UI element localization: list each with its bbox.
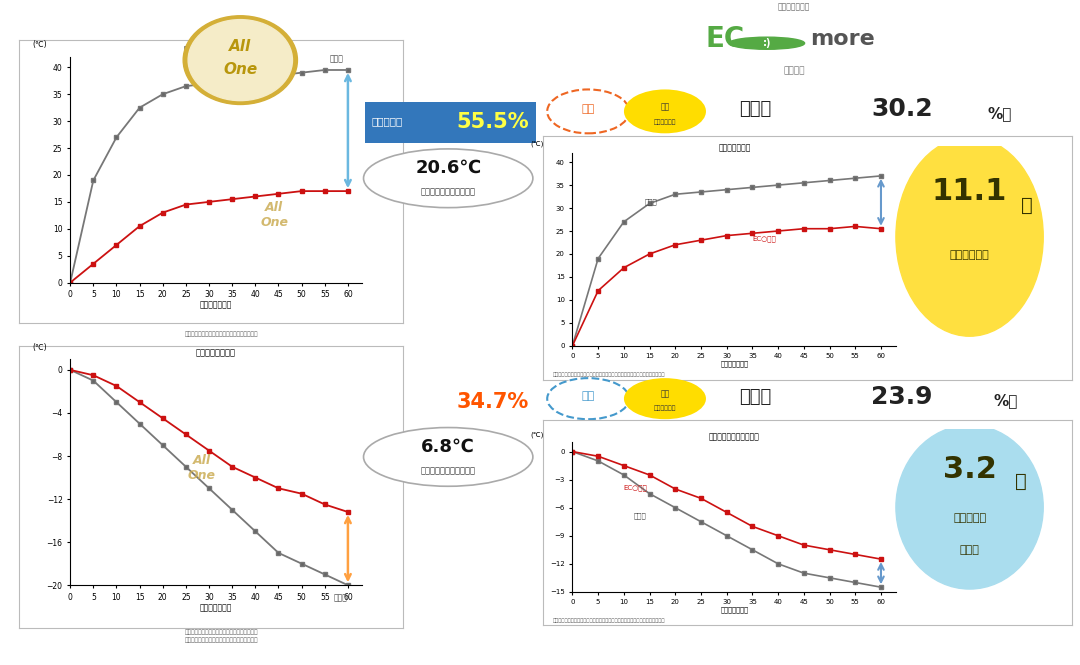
Text: (℃): (℃) — [32, 41, 46, 49]
Circle shape — [188, 20, 293, 100]
Text: 空試験: 空試験 — [329, 54, 343, 63]
X-axis label: 照射時間（分）: 照射時間（分） — [200, 301, 232, 310]
Text: EC○モア: EC○モア — [624, 484, 648, 491]
Text: 23.9: 23.9 — [872, 385, 933, 409]
Text: エコモア: エコモア — [783, 66, 805, 75]
Text: 6.8℃: 6.8℃ — [421, 438, 475, 456]
Text: 空試験: 空試験 — [645, 198, 657, 205]
Text: 生活応援レース: 生活応援レース — [778, 3, 810, 11]
Text: %で: %で — [994, 393, 1017, 408]
Ellipse shape — [364, 428, 532, 486]
Text: 温度低下を: 温度低下を — [953, 513, 986, 523]
Ellipse shape — [548, 378, 630, 419]
X-axis label: 冷却時間（分）: 冷却時間（分） — [720, 607, 748, 614]
Text: 保温効果率: 保温効果率 — [372, 395, 403, 405]
Text: 遥熱効果率: 遥熱効果率 — [372, 116, 403, 126]
Text: EC○モア: EC○モア — [753, 235, 777, 242]
Text: （一財）ニッセンケン品質評価センター　調べ: （一財）ニッセンケン品質評価センター 調べ — [185, 331, 258, 337]
Text: トップクラス: トップクラス — [653, 406, 676, 411]
Ellipse shape — [364, 149, 532, 207]
Text: 今店: 今店 — [660, 102, 670, 111]
Circle shape — [896, 425, 1043, 589]
Title: 保温性（冷気法）の比較: 保温性（冷気法）の比較 — [708, 432, 760, 442]
Text: （一財）ニッセンケン品質評価センター　調べ: （一財）ニッセンケン品質評価センター 調べ — [185, 637, 258, 643]
Text: 温度上昇を抑えました！: 温度上昇を抑えました！ — [421, 188, 475, 197]
Text: All: All — [229, 39, 252, 54]
Title: 温度上昇の比較: 温度上昇の比較 — [718, 143, 751, 152]
Text: 3.2: 3.2 — [943, 456, 997, 484]
Text: 30.2: 30.2 — [872, 97, 933, 122]
Text: 温度を抑える: 温度を抑える — [949, 250, 989, 260]
Text: 11.1: 11.1 — [932, 177, 1008, 206]
Text: 抑える: 抑える — [960, 545, 980, 555]
Text: 度: 度 — [1022, 196, 1034, 215]
Circle shape — [184, 16, 297, 104]
Text: 温度低下を抑えました！: 温度低下を抑えました！ — [421, 466, 475, 475]
Text: 空試験: 空試験 — [334, 594, 348, 602]
Text: 55.5%: 55.5% — [456, 112, 529, 132]
Text: 度: 度 — [1015, 471, 1026, 491]
Text: 冷却時間（分）　（財）日本繊維製品品質技術センター　福井試験センター調べ: 冷却時間（分） （財）日本繊維製品品質技術センター 福井試験センター調べ — [553, 618, 665, 623]
Text: 遥熱率: 遥熱率 — [739, 100, 771, 118]
X-axis label: 照射時間（分）: 照射時間（分） — [720, 361, 748, 368]
Text: (℃): (℃) — [32, 343, 46, 352]
Text: トップクラス: トップクラス — [653, 120, 676, 125]
Title: 保温性（冷気法）: 保温性（冷気法） — [195, 348, 237, 357]
FancyBboxPatch shape — [365, 102, 536, 143]
Text: (℃): (℃) — [530, 140, 543, 147]
Text: EC: EC — [706, 25, 745, 53]
X-axis label: 冷却時間（分）: 冷却時間（分） — [200, 603, 232, 612]
Ellipse shape — [548, 90, 630, 133]
Ellipse shape — [624, 90, 706, 133]
Text: One: One — [224, 63, 257, 77]
Text: 遮熱: 遮熱 — [582, 104, 595, 114]
Title: 上昇温度（ブラックパネル）: 上昇温度（ブラックパネル） — [184, 45, 248, 55]
Circle shape — [729, 37, 805, 49]
Text: 空試験: 空試験 — [634, 512, 647, 519]
Text: 保温: 保温 — [582, 392, 595, 402]
Text: 保温率: 保温率 — [739, 388, 771, 406]
Text: 34.7%: 34.7% — [457, 392, 529, 412]
Text: :): :) — [762, 38, 771, 49]
Circle shape — [896, 137, 1043, 336]
Text: 20.6℃: 20.6℃ — [415, 159, 482, 177]
Text: （一財）ニッセンケン品質評価センター　調べ: （一財）ニッセンケン品質評価センター 調べ — [185, 630, 258, 636]
Text: All
One: All One — [260, 201, 288, 229]
Text: more: more — [810, 29, 875, 49]
Text: All
One: All One — [188, 454, 215, 481]
Text: 照射時間（分）　（財）日本繊維製品品質技術センター　福井試験センター調べ: 照射時間（分） （財）日本繊維製品品質技術センター 福井試験センター調べ — [553, 372, 665, 377]
Text: 今店: 今店 — [660, 390, 670, 399]
Text: %で: %で — [988, 106, 1012, 121]
Text: (℃): (℃) — [530, 431, 543, 438]
Ellipse shape — [624, 378, 706, 419]
